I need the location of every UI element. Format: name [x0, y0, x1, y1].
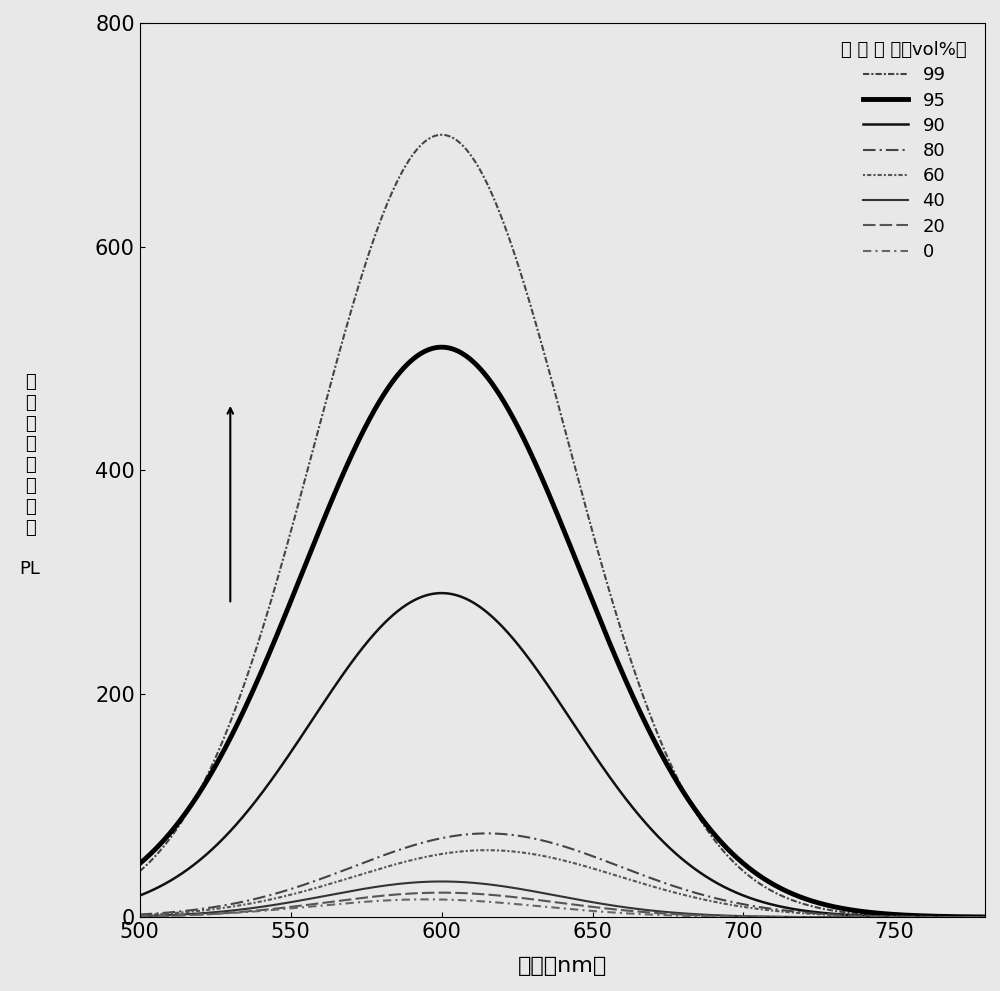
- X-axis label: 波长（nm）: 波长（nm）: [518, 956, 607, 976]
- Legend: 99, 95, 90, 80, 60, 40, 20, 0: 99, 95, 90, 80, 60, 40, 20, 0: [832, 32, 976, 270]
- Text: 相
对
光
致
发
光
强
度
  
PL: 相 对 光 致 发 光 强 度 PL: [20, 373, 40, 579]
